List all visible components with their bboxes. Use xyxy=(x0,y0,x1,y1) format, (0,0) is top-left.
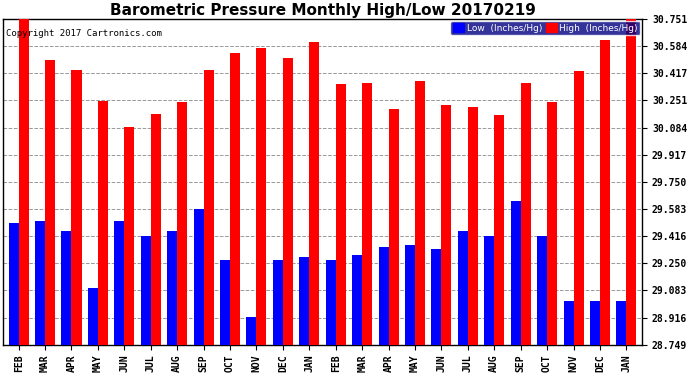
Bar xyxy=(573,71,584,345)
Bar xyxy=(167,231,177,345)
Bar xyxy=(336,84,346,345)
Bar xyxy=(273,260,283,345)
Bar xyxy=(600,40,610,345)
Bar xyxy=(484,236,494,345)
Bar xyxy=(405,245,415,345)
Bar xyxy=(194,209,204,345)
Bar xyxy=(564,301,573,345)
Bar xyxy=(115,221,124,345)
Bar xyxy=(45,60,55,345)
Title: Barometric Pressure Monthly High/Low 20170219: Barometric Pressure Monthly High/Low 201… xyxy=(110,3,535,18)
Bar xyxy=(61,231,72,345)
Bar xyxy=(415,81,425,345)
Bar xyxy=(379,247,388,345)
Bar xyxy=(230,53,240,345)
Bar xyxy=(72,70,81,345)
Bar xyxy=(141,236,150,345)
Bar xyxy=(246,317,257,345)
Bar xyxy=(616,301,627,345)
Legend: Low  (Inches/Hg), High  (Inches/Hg): Low (Inches/Hg), High (Inches/Hg) xyxy=(451,21,640,35)
Bar xyxy=(388,109,399,345)
Bar xyxy=(283,58,293,345)
Bar xyxy=(457,231,468,345)
Bar xyxy=(442,105,451,345)
Bar xyxy=(35,221,45,345)
Bar xyxy=(537,236,547,345)
Bar xyxy=(590,301,600,345)
Bar xyxy=(204,70,214,345)
Bar xyxy=(326,260,336,345)
Text: Copyright 2017 Cartronics.com: Copyright 2017 Cartronics.com xyxy=(6,29,162,38)
Bar xyxy=(19,19,29,345)
Bar xyxy=(299,257,309,345)
Bar xyxy=(468,107,478,345)
Bar xyxy=(627,19,636,345)
Bar xyxy=(257,48,266,345)
Bar xyxy=(98,100,108,345)
Bar xyxy=(124,126,135,345)
Bar xyxy=(8,223,19,345)
Bar xyxy=(547,102,557,345)
Bar xyxy=(521,82,531,345)
Bar xyxy=(352,255,362,345)
Bar xyxy=(177,102,187,345)
Bar xyxy=(511,201,521,345)
Bar xyxy=(220,260,230,345)
Bar xyxy=(431,249,442,345)
Bar xyxy=(309,42,319,345)
Bar xyxy=(494,115,504,345)
Bar xyxy=(88,288,98,345)
Bar xyxy=(362,82,372,345)
Bar xyxy=(150,114,161,345)
